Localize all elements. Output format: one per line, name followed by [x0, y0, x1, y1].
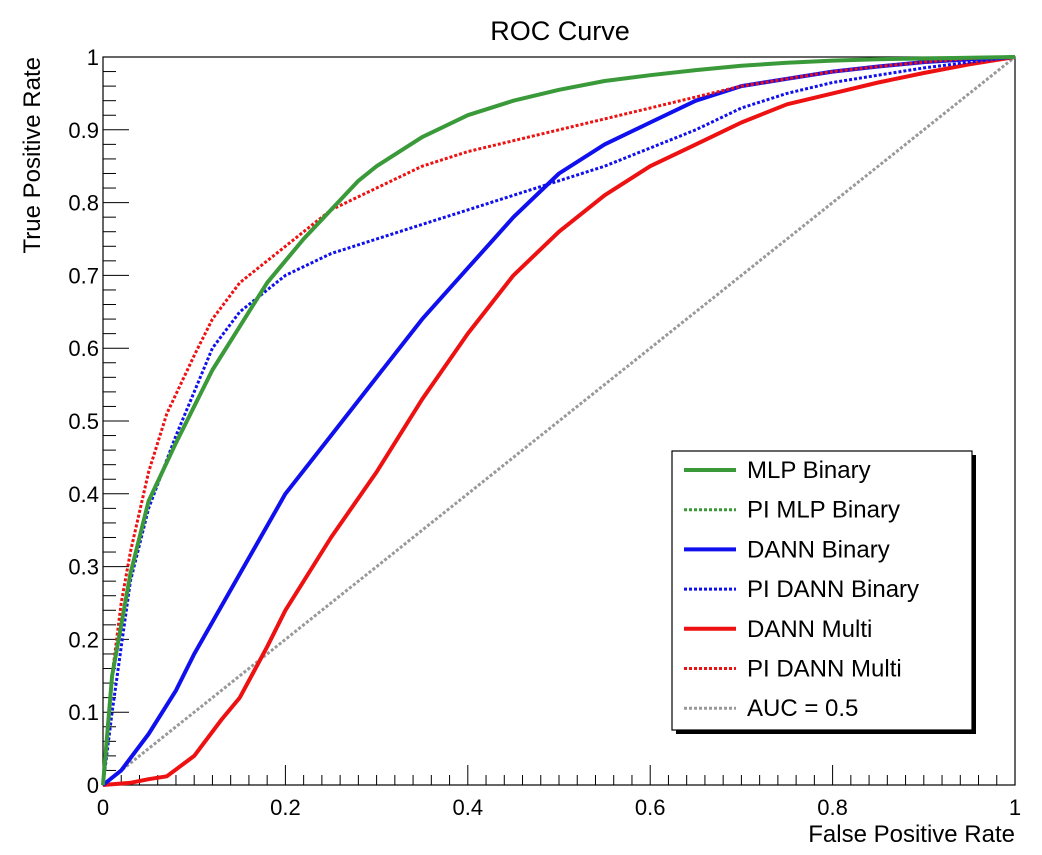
- y-tick-label: 1: [87, 45, 99, 70]
- y-tick-label: 0.7: [68, 263, 99, 288]
- legend-label: DANN Multi: [747, 616, 872, 643]
- x-tick-label: 0: [97, 795, 109, 820]
- x-tick-label: 1: [1009, 795, 1021, 820]
- series-line-dann-multi: [102, 55, 1016, 787]
- x-axis-title: False Positive Rate: [808, 821, 1015, 848]
- series-line-pi-dann-binary: [101, 55, 1016, 786]
- series-line-auc-0-5: [102, 55, 1016, 787]
- series-line-pi-dann-multi: [101, 55, 1016, 786]
- series-line-pi-mlp-binary: [101, 55, 1016, 786]
- series-line-dann-binary: [101, 55, 1016, 787]
- y-tick-label: 0.3: [68, 555, 99, 580]
- legend-label: MLP Binary: [747, 457, 871, 484]
- y-tick-label: 0.2: [68, 627, 99, 652]
- plot-area: 0 0.2 0.4 0.6 0.8 1 0 0.1 0.2 0.3 0.4 0.5 0.6 0.7 0.8 0…: [68, 45, 1021, 820]
- legend: MLP Binary PI MLP Binary DANN Binary PI DAN…: [671, 450, 976, 734]
- legend-label: PI DANN Multi: [747, 656, 902, 683]
- y-tick-label: 0.1: [68, 700, 99, 725]
- chart-title: ROC Curve: [490, 16, 630, 46]
- legend-label: PI MLP Binary: [747, 497, 900, 524]
- legend-label: DANN Binary: [747, 536, 890, 563]
- y-tick-label: 0: [87, 773, 99, 798]
- legend-label: PI DANN Binary: [747, 576, 919, 603]
- legend-label: AUC = 0.5: [747, 695, 858, 722]
- x-tick-label: 0.4: [453, 795, 484, 820]
- y-tick-label: 0.8: [68, 191, 99, 216]
- y-tick-label: 0.6: [68, 336, 99, 361]
- y-tick-label: 0.9: [68, 118, 99, 143]
- y-tick-label: 0.5: [68, 409, 99, 434]
- x-tick-label: 0.8: [817, 795, 848, 820]
- y-axis-title: True Positive Rate: [19, 57, 46, 254]
- x-tick-label: 0.6: [635, 795, 666, 820]
- x-tick-label: 0.2: [270, 795, 301, 820]
- y-tick-label: 0.4: [68, 482, 99, 507]
